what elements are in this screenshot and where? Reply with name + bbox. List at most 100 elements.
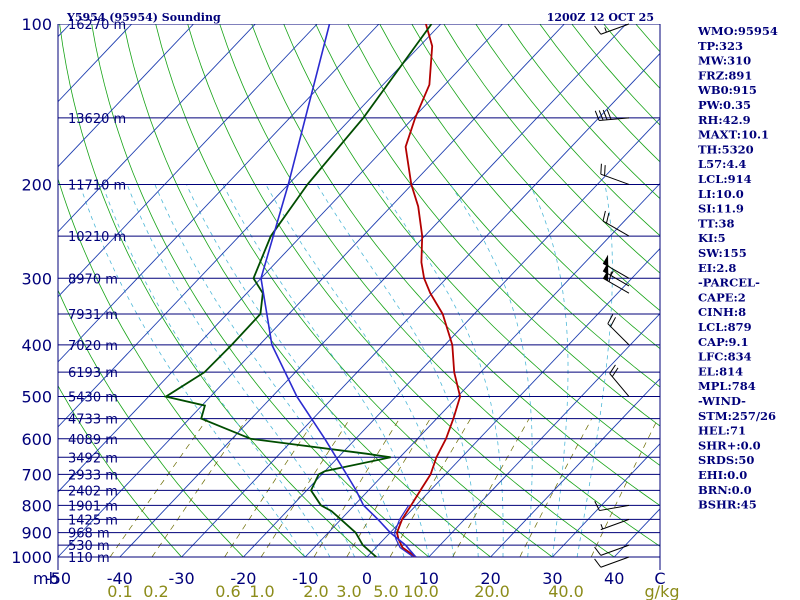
dry-adiabat (764, 24, 800, 557)
height-label: 4089 m (68, 433, 118, 448)
mixing-ratio-line (389, 418, 472, 558)
temperature-tick-label: 40 (604, 569, 624, 588)
mixing-ratio-line (346, 418, 431, 558)
index-entry: LCL:914 (698, 172, 752, 186)
temperature-tick-label: 20 (480, 569, 500, 588)
mixing-ratio-tick-label: 0.2 (143, 582, 168, 600)
index-entry: FRZ:891 (698, 68, 752, 82)
moist-adiabat (316, 184, 479, 557)
dry-adiabat (123, 24, 491, 558)
index-entry: LI:10.0 (698, 187, 744, 201)
index-entry: WB0:915 (697, 83, 757, 97)
mixing-ratio-line (519, 418, 593, 558)
index-entry: RH:42.9 (698, 113, 751, 127)
index-entry: STM:257/26 (698, 409, 776, 423)
dry-adiabat (796, 24, 800, 557)
moist-adiabat (377, 184, 504, 557)
index-entry: WMO:95954 (697, 24, 778, 38)
index-entry: TP:323 (698, 39, 743, 53)
dry-adiabat (571, 24, 660, 126)
height-label: 6193 m (68, 366, 118, 381)
moist-adiabat (101, 184, 331, 558)
height-label: 5430 m (68, 391, 118, 406)
temperature-tick-label: -50 (45, 569, 71, 588)
mixing-ratio-tick-label: 10.0 (403, 582, 439, 600)
mixing-ratio-unit-label: g/kg (645, 582, 680, 600)
index-entry: TT:38 (698, 216, 735, 230)
index-entry: MAXT:10.1 (698, 128, 769, 142)
mixing-ratio-tick-label: 0.1 (107, 582, 132, 600)
sounding-time: 1200Z 12 OCT 25 (547, 11, 654, 24)
isotherm (243, 117, 660, 558)
index-entry: KI:5 (698, 231, 726, 245)
mixing-ratio-tick-label: 40.0 (548, 582, 584, 600)
mixing-ratio-line (224, 418, 316, 558)
pressure-label: 1000 (11, 548, 52, 567)
height-label: 7020 m (68, 339, 118, 354)
mixing-ratio-tick-label: 0.6 (215, 582, 240, 600)
height-label: 1901 m (68, 499, 118, 514)
pressure-label: 500 (21, 388, 52, 407)
dewpoint-line (163, 24, 433, 558)
wind-barb (600, 518, 630, 531)
index-entry: TH:5320 (698, 142, 754, 156)
temperature-tick-label: -30 (169, 569, 195, 588)
height-label: 3492 m (68, 451, 118, 466)
mixing-ratio-tick-label: 3.0 (336, 582, 361, 600)
mixing-ratio-tick-label: 2.0 (303, 582, 328, 600)
mixing-ratio-line (151, 418, 248, 558)
index-entry: -PARCEL- (698, 276, 760, 290)
wind-barb (594, 501, 630, 512)
height-label: 2933 m (68, 468, 118, 483)
moist-adiabat (222, 184, 430, 558)
mb-unit-label: mb (33, 569, 59, 588)
pressure-label: 700 (21, 465, 52, 484)
height-label: 7931 m (68, 308, 118, 323)
celsius-unit-label: C (654, 569, 665, 588)
wind-barbs (594, 23, 630, 568)
dry-adiabat (155, 24, 553, 558)
index-entry: PW:0.35 (698, 98, 751, 112)
isotherm (366, 247, 660, 558)
mixing-ratio-line (313, 418, 400, 558)
dry-adiabat (475, 24, 660, 237)
isotherm (181, 52, 660, 558)
temperature-tick-label: 10 (419, 569, 439, 588)
isotherm (58, 24, 380, 363)
index-entry: CAPE:2 (698, 290, 746, 304)
isotherm (428, 312, 660, 558)
index-entry: EI:2.8 (698, 261, 736, 275)
wind-barb (602, 269, 630, 294)
isotherm (58, 24, 194, 168)
wind-barb (602, 210, 630, 237)
isotherm (58, 24, 256, 233)
index-entry: L57:4.4 (698, 157, 746, 171)
isotherm (304, 182, 660, 558)
index-entry: SRDS:50 (698, 453, 754, 467)
height-label: 13620 m (68, 112, 126, 127)
height-label: 4733 m (68, 413, 118, 428)
height-label: 530 m (68, 539, 110, 554)
mixing-ratio-tick-label: 1.0 (249, 582, 274, 600)
wind-barb (594, 23, 630, 35)
wind-barb (600, 163, 630, 185)
isotherm (0, 24, 8, 557)
moist-adiabat (126, 184, 355, 558)
wind-barb (609, 364, 630, 397)
dry-adiabat (219, 24, 660, 547)
dry-adiabat (539, 24, 660, 163)
mixing-ratio-tick-label: 20.0 (474, 582, 510, 600)
moist-adiabat (450, 184, 533, 558)
index-entry: BRN:0.0 (698, 483, 752, 497)
index-entry: -WIND- (698, 394, 746, 408)
pressure-label: 100 (21, 15, 52, 34)
mixing-ratio-line (109, 418, 208, 558)
isotherm (58, 24, 565, 558)
isotherm (552, 443, 660, 558)
temperature-tick-label: -10 (292, 569, 318, 588)
index-entry: MPL:784 (698, 379, 756, 393)
moist-adiabat (265, 184, 454, 558)
sounding-curves (163, 24, 462, 558)
